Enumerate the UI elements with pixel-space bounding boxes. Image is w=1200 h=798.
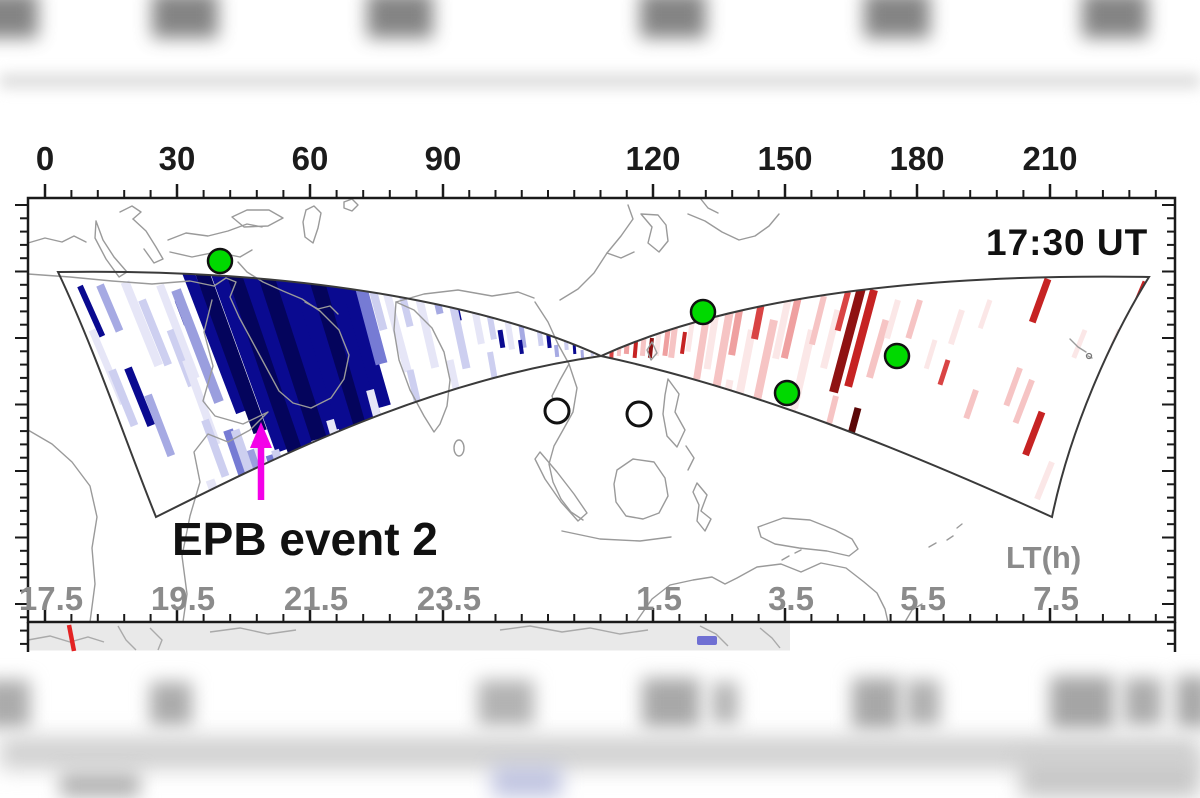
bottom-axis-tick-label: 1.5: [636, 580, 682, 617]
blurred-top-panel-label: [1082, 0, 1148, 38]
blurred-bottom-panel-text: [1124, 678, 1162, 726]
bottom-axis-tick-label: 7.5: [1033, 580, 1079, 617]
universal-time-label: 17:30 UT: [986, 222, 1149, 263]
local-time-axis-unit-label: LT(h): [1006, 540, 1082, 575]
blurred-bottom-panel-blue-data: [492, 766, 562, 798]
green-station-dot: [773, 379, 801, 407]
epb-event-annotation: EPB event 2: [172, 513, 438, 565]
open-station-circle: [625, 400, 653, 428]
blurred-bottom-panel-text: [642, 678, 700, 728]
bottom-axis-tick-label: 17.5: [19, 580, 83, 617]
top-axis-tick-label: 150: [757, 140, 812, 177]
blurred-top-panel-label: [640, 0, 706, 38]
blurred-bottom-panel-text: [150, 682, 192, 726]
open-station-circle: [543, 397, 571, 425]
bottom-axis-tick-label: 3.5: [768, 580, 814, 617]
blurred-top-panel-label: [0, 0, 38, 38]
blurred-top-panel-axis: [0, 74, 1200, 88]
swath-outlines: [56, 270, 1151, 519]
blurred-top-panel-label: [864, 0, 930, 38]
top-axis-tick-label: 60: [292, 140, 329, 177]
blurred-bottom-panel-text: [478, 680, 534, 726]
top-axis-tick-label: 90: [425, 140, 462, 177]
bottom-axis-tick-label: 21.5: [284, 580, 348, 617]
epb-event-arrow: [250, 422, 272, 500]
bottom-axis-tick-label: 5.5: [900, 580, 946, 617]
blurred-bottom-panel-text: [60, 772, 140, 798]
blurred-bottom-panel-text: [712, 682, 738, 724]
blurred-bottom-panel-text: [1050, 676, 1114, 730]
next-panel-strip: [27, 623, 790, 652]
green-station-dot: [689, 298, 717, 326]
top-axis-tick-label: 180: [889, 140, 944, 177]
coastlines: [27, 197, 1093, 623]
top-axis-tick-label: 30: [159, 140, 196, 177]
bottom-axis-tick-label: 19.5: [151, 580, 215, 617]
station-markers: [206, 247, 911, 428]
blurred-top-panel-label: [152, 0, 218, 38]
green-station-dot: [206, 247, 234, 275]
top-axis-tick-label: 0: [36, 140, 54, 177]
bottom-axis-tick-label: 23.5: [417, 580, 481, 617]
blurred-bottom-panel-text: [1176, 676, 1200, 728]
top-axis-tick-label: 210: [1022, 140, 1077, 177]
blurred-top-panel-label: [367, 0, 433, 38]
blurred-bottom-panel-text: [0, 680, 30, 728]
axis-tick-labels: 0 30 60 90 120 150 180 210 17.5 19.5 21.5 23.5 1.5 3.…: [19, 140, 1079, 617]
blurred-bottom-panel-text: [852, 678, 900, 730]
blurred-bottom-panel-band: [0, 736, 1200, 770]
green-station-dot: [883, 342, 911, 370]
blurred-bottom-panel-text: [1020, 758, 1200, 798]
blurred-bottom-panel-text: [906, 680, 940, 726]
axis-ticks: [15, 184, 1175, 645]
top-axis-tick-label: 120: [625, 140, 680, 177]
